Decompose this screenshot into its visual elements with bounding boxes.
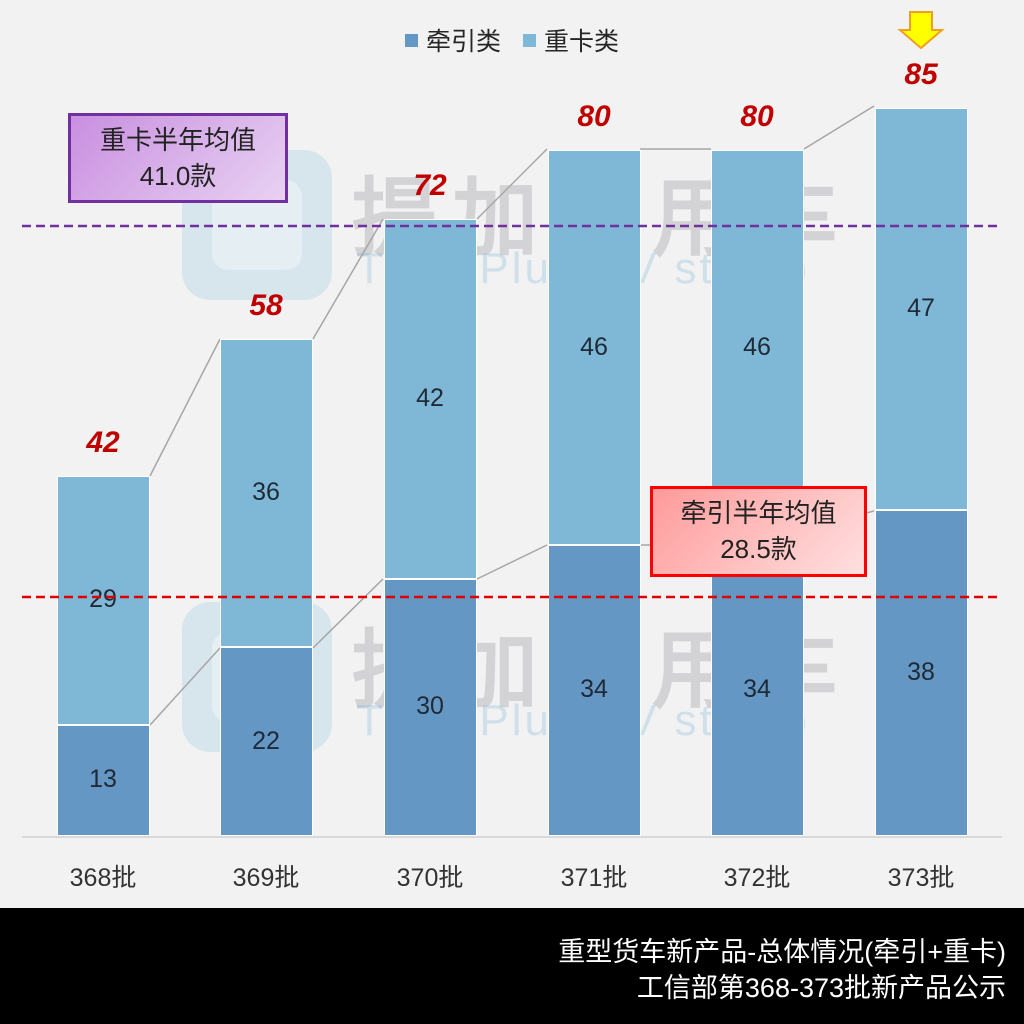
- bar-total-label: 42: [86, 426, 120, 460]
- bar-segment-tractor: [547, 544, 641, 836]
- heavy-avg-title: 重卡半年均值: [99, 125, 256, 155]
- legend-swatch-heavy: [523, 33, 536, 47]
- tractor-avg-value: 28.5款: [720, 534, 797, 564]
- bar-segment-heavy: [547, 150, 641, 545]
- series-lines: [149, 105, 875, 726]
- footer-subtitle: 工信部第368-373批新产品公示: [636, 973, 1006, 1003]
- x-axis-tick-label: 373批: [887, 864, 955, 892]
- heavy-avg-callout: 重卡半年均值 41.0款: [68, 113, 288, 203]
- bar-value-label: 46: [743, 332, 771, 361]
- bar-segment-tractor: [383, 578, 477, 836]
- legend-label-heavy: 重卡类: [544, 28, 620, 56]
- x-axis-tick-label: 369批: [232, 864, 300, 892]
- bar-value-label: 34: [580, 675, 608, 704]
- bar-segment-heavy: [710, 150, 804, 545]
- bar-segment-tractor: [56, 724, 150, 836]
- reference-lines: [22, 224, 1002, 599]
- bar-value-label: 38: [907, 658, 935, 687]
- bar-value-label: 46: [580, 332, 608, 361]
- x-axis-tick-label: 372批: [723, 864, 791, 892]
- bar-segment-heavy: [874, 107, 968, 511]
- x-axis-line: [22, 836, 1002, 838]
- bar-value-label: 36: [252, 478, 280, 507]
- legend-swatch-tractor: [404, 33, 418, 47]
- bar-total-label: 80: [577, 100, 611, 134]
- bar-value-label: 42: [416, 383, 444, 412]
- bar-total-label: 58: [249, 288, 283, 322]
- bar-value-label: 22: [252, 726, 280, 755]
- bar-value-label: 13: [89, 765, 117, 794]
- x-axis-tick-label: 370批: [396, 864, 464, 892]
- bar-total-label: 85: [904, 57, 938, 91]
- tractor-avg-callout: 牵引半年均值 28.5款: [650, 486, 867, 577]
- legend-label-tractor: 牵引类: [425, 28, 501, 56]
- bar-value-label: 47: [907, 293, 935, 322]
- down-arrow-icon: [897, 11, 945, 50]
- legend-item-heavy: 重卡类: [523, 22, 619, 58]
- bar-segment-heavy: [56, 476, 150, 725]
- bar-segment-heavy: [383, 218, 477, 579]
- tractor-avg-title: 牵引半年均值: [680, 498, 837, 528]
- bar-value-label: 30: [416, 692, 444, 721]
- footer-caption: 重型货车新产品-总体情况(牵引+重卡) 工信部第368-373批新产品公示: [0, 908, 1024, 1024]
- heavy-avg-value: 41.0款: [139, 161, 217, 191]
- chart-area: 牵引类 重卡类 提加商用车 TruckPlus CV studio 提加商用车 …: [0, 11, 1024, 892]
- bar-segment-tractor: [874, 510, 968, 836]
- legend-item-tractor: 牵引类: [404, 22, 501, 58]
- footer-title: 重型货车新产品-总体情况(牵引+重卡): [558, 937, 1006, 967]
- bar-value-label: 29: [89, 585, 117, 614]
- x-axis-tick-label: 371批: [560, 864, 628, 892]
- bar-total-label: 72: [413, 168, 447, 202]
- legend: 牵引类 重卡类: [0, 22, 1024, 58]
- bar-value-label: 34: [743, 675, 771, 704]
- bar-total-label: 80: [740, 100, 774, 134]
- x-axis-tick-label: 368批: [69, 864, 137, 892]
- bar-segment-tractor: [219, 647, 313, 836]
